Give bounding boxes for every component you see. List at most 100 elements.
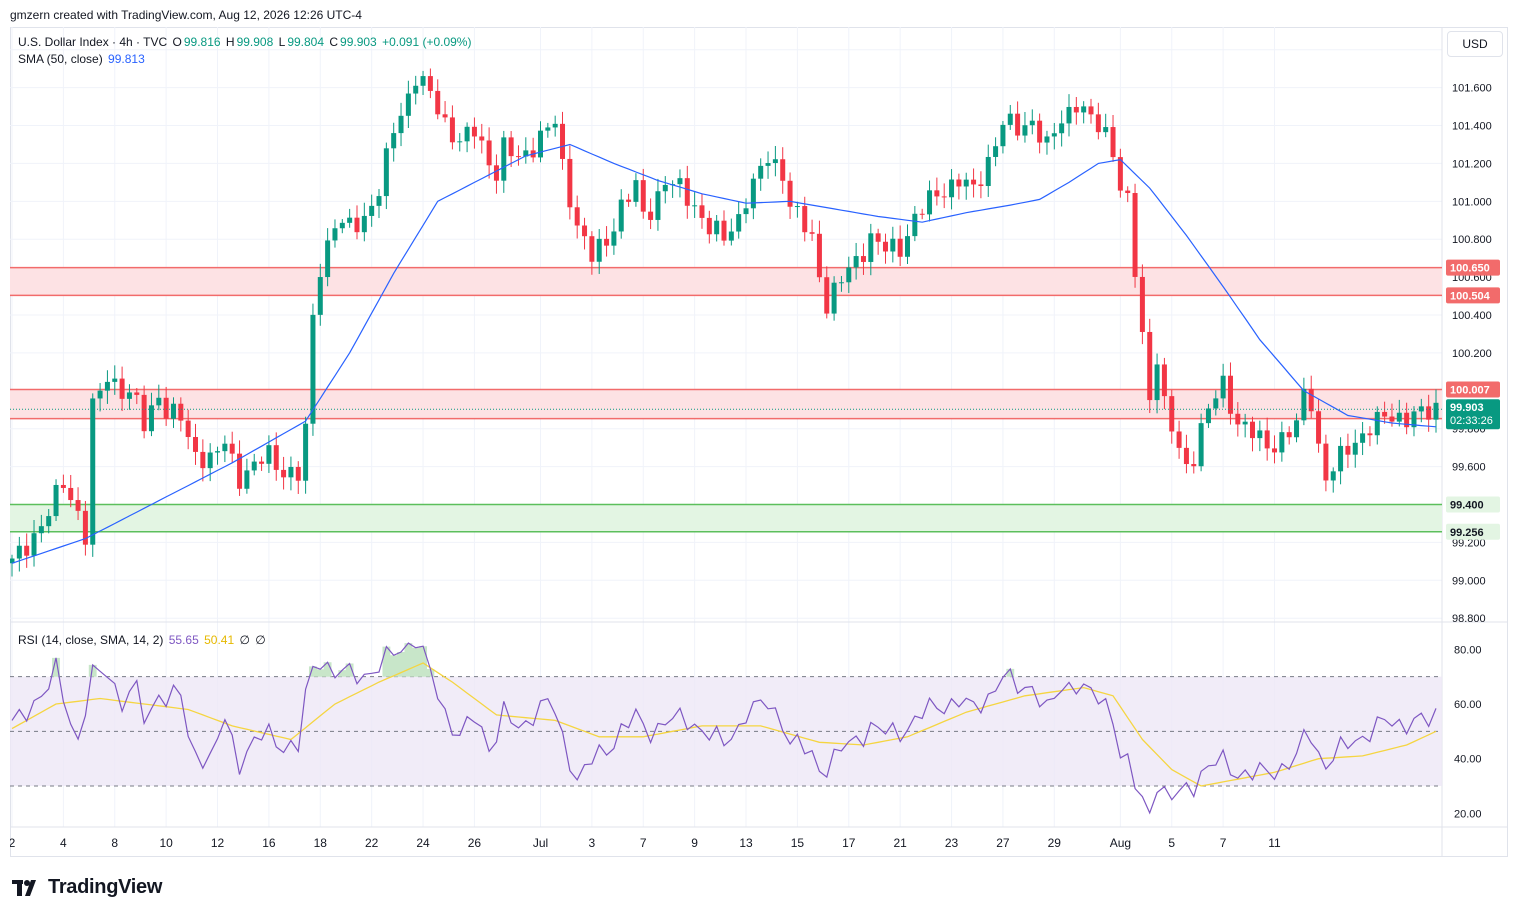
candle-body	[816, 233, 822, 278]
candle-body	[75, 500, 81, 511]
candle-body	[185, 420, 191, 438]
sma-value: 99.813	[108, 52, 145, 66]
candle-body	[1205, 408, 1211, 424]
candle-body	[912, 213, 918, 237]
candle-body	[1198, 423, 1204, 467]
candle-body	[780, 159, 786, 181]
price-tick-label: 100.200	[1452, 348, 1492, 360]
candle-body	[1000, 124, 1006, 147]
candle-body	[1249, 421, 1255, 439]
time-tick-label: 10	[159, 836, 173, 850]
rsi-extra-1: ∅	[239, 633, 250, 647]
candle-body	[1301, 388, 1307, 421]
candle-body	[10, 558, 15, 564]
candle-body	[860, 256, 866, 262]
candle-body	[38, 526, 44, 534]
candle-body	[552, 123, 558, 128]
candle-body	[1279, 432, 1285, 453]
candle-body	[772, 159, 778, 164]
candle-body	[604, 238, 610, 246]
candle-body	[31, 533, 37, 556]
candle-body	[1117, 157, 1123, 191]
resistance-price-tag: 100.650	[1450, 263, 1490, 275]
candle-body	[1367, 433, 1373, 436]
rsi-tick-label: 60.00	[1454, 699, 1482, 711]
candle-body	[1220, 375, 1226, 399]
symbol-name[interactable]: U.S. Dollar Index · 4h · TVC	[18, 35, 168, 49]
current-price-tag: 99.903	[1450, 402, 1484, 414]
candle-body	[890, 238, 896, 252]
candle-body	[1264, 430, 1270, 449]
candle-body	[750, 178, 756, 209]
candle-body	[479, 136, 485, 141]
candle-body	[1235, 413, 1241, 425]
candle-body	[288, 466, 294, 478]
candle-body	[1029, 120, 1035, 126]
support-price-tag: 99.256	[1450, 527, 1484, 539]
candle-body	[809, 232, 815, 234]
candle-body	[648, 211, 654, 220]
currency-button[interactable]: USD	[1447, 31, 1503, 57]
candle-body	[706, 217, 712, 235]
candle-body	[802, 206, 808, 233]
tradingview-wordmark: TradingView	[48, 876, 163, 898]
time-tick-label: 12	[211, 836, 225, 850]
resistance-price-tag: 100.504	[1450, 290, 1491, 302]
symbol-legend[interactable]: U.S. Dollar Index · 4h · TVC O 99.816 H 99…	[18, 35, 473, 49]
candle-body	[339, 222, 345, 229]
candle-body	[266, 445, 272, 464]
candle-body	[662, 184, 668, 192]
candle-body	[60, 484, 66, 488]
candle-body	[1433, 402, 1439, 420]
sma-legend[interactable]: SMA (50, close) 99.813	[18, 52, 147, 66]
candle-body	[941, 196, 947, 198]
price-tick-label: 99.200	[1452, 537, 1486, 549]
candle-body	[442, 114, 448, 118]
candle-body	[1007, 113, 1013, 125]
candle-body	[1389, 416, 1395, 422]
candle-body	[567, 158, 573, 208]
candle-body	[655, 191, 661, 220]
candle-body	[905, 236, 911, 257]
time-tick-label: 8	[111, 836, 118, 850]
candle-body	[1418, 406, 1424, 412]
candle-body	[515, 156, 521, 158]
candle-body	[1382, 411, 1388, 417]
candle-body	[897, 238, 903, 257]
rsi-legend[interactable]: RSI (14, close, SMA, 14, 2) 55.65 50.41 …	[18, 633, 268, 647]
low-label: L	[278, 35, 286, 49]
candle-body	[699, 205, 705, 218]
candle-body	[251, 461, 257, 471]
candle-body	[949, 179, 955, 198]
candle-body	[1330, 471, 1336, 481]
candle-body	[618, 199, 624, 232]
candle-body	[376, 196, 382, 206]
resistance-price-tag-bg	[1446, 381, 1500, 398]
candle-body	[508, 137, 514, 157]
candle-body	[1242, 421, 1248, 425]
time-tick-label: 7	[640, 836, 647, 850]
candle-body	[222, 443, 228, 452]
candle-body	[1227, 375, 1233, 414]
candle-body	[1125, 190, 1131, 194]
candle-body	[369, 205, 375, 216]
support-price-tag-bg	[1446, 496, 1500, 513]
rsi-ma-value: 50.41	[204, 633, 235, 647]
tradingview-logo[interactable]: TradingView	[12, 876, 162, 899]
rsi-ma-line	[11, 662, 1437, 787]
candle-body	[993, 146, 999, 157]
price-tick-label: 98.800	[1452, 613, 1486, 625]
candle-body	[1015, 113, 1021, 136]
price-chart[interactable]: 98.80099.00099.20099.40099.60099.800100.…	[10, 27, 1508, 857]
time-tick-label: 9	[691, 836, 698, 850]
candle-body	[934, 190, 940, 197]
candle-body	[919, 213, 925, 215]
candle-body	[501, 137, 507, 181]
candle-body	[398, 115, 404, 134]
candle-body	[1294, 420, 1300, 438]
candle-body	[1073, 106, 1079, 113]
candle-body	[112, 378, 118, 382]
candle-body	[736, 214, 742, 232]
price-tick-label: 101.400	[1452, 121, 1492, 133]
candle-body	[163, 397, 169, 419]
